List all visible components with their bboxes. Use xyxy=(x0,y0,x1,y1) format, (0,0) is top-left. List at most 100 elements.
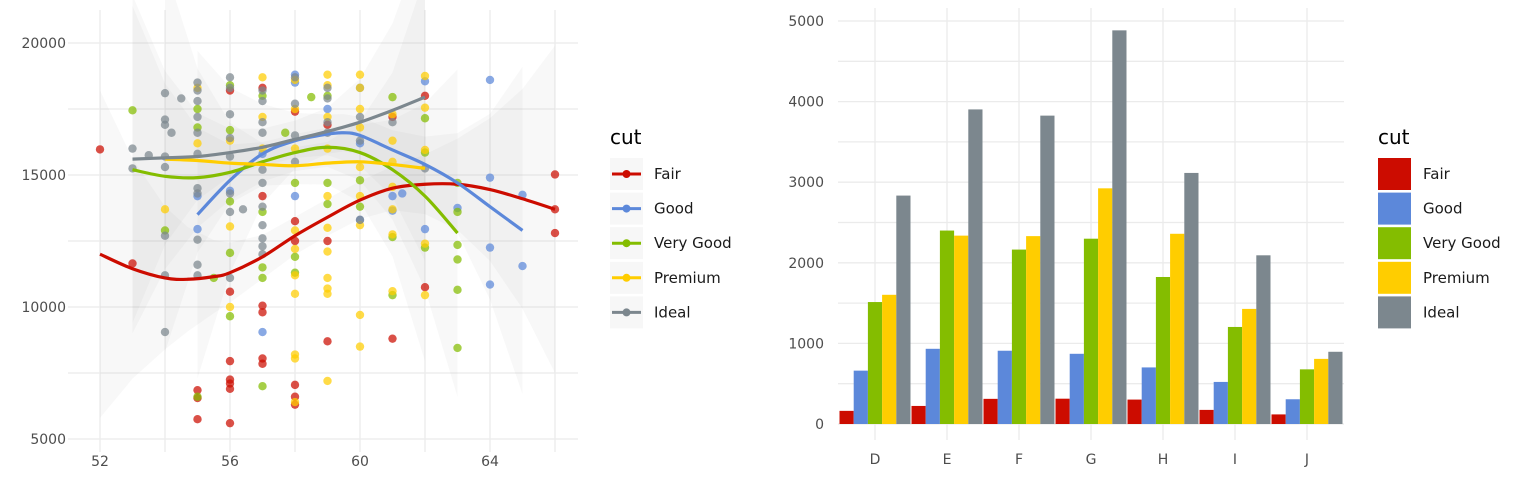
data-point xyxy=(258,178,267,188)
smooth-line xyxy=(164,157,426,170)
data-point xyxy=(160,327,170,337)
data-point xyxy=(258,327,267,337)
data-point xyxy=(225,197,235,206)
data-point xyxy=(290,191,300,201)
bar-J-good xyxy=(1285,399,1300,424)
bar-E-ideal xyxy=(968,109,983,424)
data-point xyxy=(193,235,202,244)
bar-G-premium xyxy=(1098,188,1113,424)
data-point xyxy=(160,88,170,98)
data-point xyxy=(193,189,202,198)
data-point xyxy=(355,215,365,225)
data-point xyxy=(420,71,430,81)
data-point xyxy=(167,128,176,137)
data-point xyxy=(420,283,430,292)
legend-label: Fair xyxy=(1423,165,1451,183)
y-tick-label: 15000 xyxy=(21,168,66,184)
data-point xyxy=(225,125,235,135)
data-point xyxy=(485,280,495,289)
data-point xyxy=(323,104,332,114)
data-point xyxy=(290,397,300,407)
data-point xyxy=(225,73,235,82)
legend-point-key xyxy=(622,170,631,178)
bar-J-very-good xyxy=(1299,369,1315,424)
data-point xyxy=(193,224,202,234)
legend-key xyxy=(1378,261,1411,294)
data-point xyxy=(355,202,365,211)
data-point xyxy=(225,207,235,217)
data-point xyxy=(225,222,235,231)
data-point xyxy=(225,189,235,198)
y-tick-label: 2000 xyxy=(788,256,824,272)
legend-scatter: cut Fair Good Very Good Premium Ideal xyxy=(610,125,732,329)
bar-E-fair xyxy=(911,405,926,424)
data-point xyxy=(355,83,365,93)
data-point xyxy=(388,118,397,127)
bar-I-fair xyxy=(1199,409,1214,424)
legend-key xyxy=(1378,192,1411,225)
data-point xyxy=(258,382,267,391)
bar-panel: 0 1000 2000 3000 4000 5000 D E F G H I J xyxy=(788,8,1344,468)
y-tick-label: 5000 xyxy=(30,432,66,448)
bar-H-fair xyxy=(1127,399,1142,424)
x-tick-label: 60 xyxy=(351,454,369,470)
data-point xyxy=(258,73,267,82)
bar-J-fair xyxy=(1271,414,1286,424)
data-point xyxy=(323,199,332,209)
data-point xyxy=(258,234,267,243)
data-point xyxy=(355,104,365,114)
x-tick-label: J xyxy=(1304,452,1309,468)
data-point xyxy=(355,136,365,145)
x-tick-label: 56 xyxy=(221,454,239,470)
confidence-band xyxy=(132,6,458,397)
legend-point-key xyxy=(622,273,631,282)
data-point xyxy=(550,228,560,238)
data-point xyxy=(420,239,430,248)
data-point xyxy=(355,70,365,79)
data-point xyxy=(453,285,462,295)
data-point xyxy=(323,118,332,127)
data-point xyxy=(420,114,430,123)
data-point xyxy=(388,191,397,201)
data-point xyxy=(323,236,332,246)
data-point xyxy=(193,128,202,137)
x-tick-label: I xyxy=(1233,452,1237,468)
bar-I-ideal xyxy=(1256,255,1271,424)
data-point xyxy=(453,240,462,250)
bar-F-ideal xyxy=(1040,115,1055,425)
data-point xyxy=(128,144,137,153)
legend-label: Premium xyxy=(654,269,721,287)
data-point xyxy=(258,202,267,211)
data-point xyxy=(323,337,332,346)
data-point xyxy=(485,173,495,182)
legend-label: Good xyxy=(1423,200,1463,218)
data-point xyxy=(225,302,235,312)
data-point xyxy=(290,289,300,298)
data-point xyxy=(323,83,332,93)
bar-E-premium xyxy=(954,235,969,424)
data-point xyxy=(258,273,267,283)
data-point xyxy=(225,273,235,283)
bar-F-good xyxy=(997,350,1012,424)
data-point xyxy=(453,255,462,264)
data-point xyxy=(388,205,397,214)
data-point xyxy=(290,73,300,82)
data-point xyxy=(258,96,267,106)
y-tick-label: 20000 xyxy=(21,36,66,52)
data-point xyxy=(225,248,235,258)
bar-J-premium xyxy=(1314,358,1329,424)
bar-H-ideal xyxy=(1184,172,1199,424)
data-point xyxy=(160,205,170,214)
data-point xyxy=(225,418,235,428)
data-point xyxy=(193,78,202,87)
legend-label: Premium xyxy=(1423,269,1490,287)
bar-E-very-good xyxy=(939,230,955,424)
data-point xyxy=(323,273,332,283)
data-point xyxy=(485,243,495,252)
data-point xyxy=(258,220,267,230)
data-point xyxy=(323,247,332,256)
data-point xyxy=(193,392,202,401)
bar-G-very-good xyxy=(1083,238,1099,424)
legend-title: cut xyxy=(1378,125,1410,149)
y-tick-label: 4000 xyxy=(788,95,824,111)
